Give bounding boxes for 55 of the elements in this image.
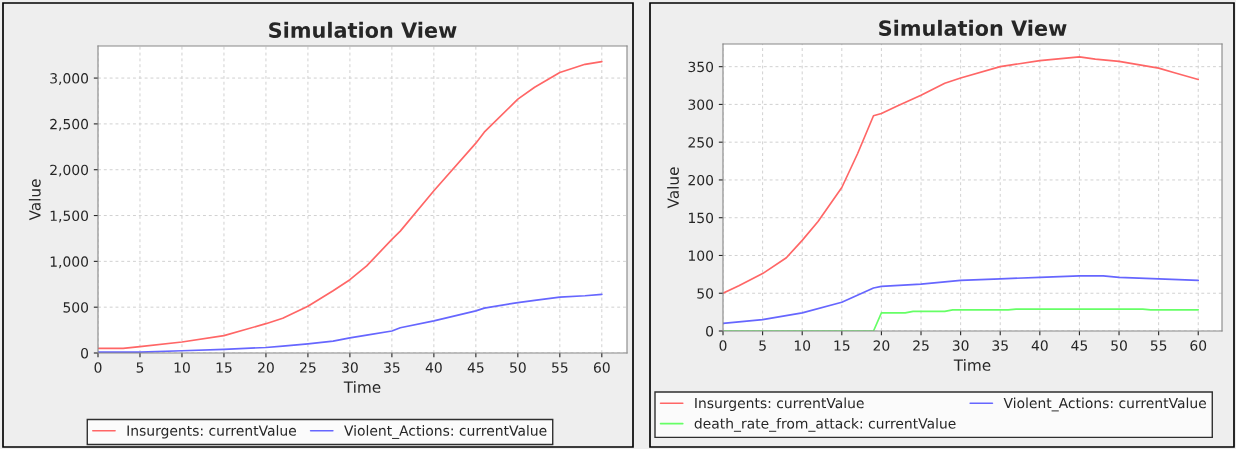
y-tick-label: 350: [688, 61, 714, 73]
x-tick-label: 25: [913, 340, 929, 351]
line-series: [723, 56, 1200, 295]
y-tick-label: 1,000: [50, 256, 89, 269]
y-tick-label: 500: [63, 302, 89, 313]
x-tick-label: 35: [384, 362, 400, 373]
y-tick-label: 2,000: [50, 164, 89, 177]
x-tick-label: 0: [94, 362, 102, 373]
line-series: [98, 60, 603, 350]
y-tick-label: 2,500: [50, 118, 89, 131]
x-tick-label: 40: [1031, 340, 1048, 351]
y-tick-label: 0: [706, 325, 714, 337]
chart-title: Simulation View: [269, 21, 457, 38]
legend-label: Violent_Actions: currentValue: [1003, 397, 1206, 412]
x-tick-label: 55: [1150, 340, 1167, 351]
y-tick-label: 200: [688, 174, 714, 186]
y-tick-label: 50: [697, 288, 714, 299]
x-tick-label: 10: [174, 362, 190, 373]
x-tick-label: 15: [834, 340, 850, 351]
x-tick-label: 60: [593, 362, 610, 373]
y-tick-label: 3,000: [50, 73, 89, 85]
legend-label: Insurgents: currentValue: [127, 425, 297, 439]
x-tick-label: 45: [467, 362, 484, 373]
x-tick-label: 30: [952, 340, 969, 351]
x-tick-label: 25: [300, 362, 316, 373]
x-tick-label: 30: [342, 362, 358, 373]
y-tick-label: 100: [688, 250, 714, 261]
x-tick-label: 50: [510, 362, 526, 373]
x-tick-label: 20: [873, 340, 890, 351]
legend-label: Insurgents: currentValue: [695, 397, 864, 411]
y-tick-label: 150: [688, 212, 714, 224]
chart-title: Simulation View: [879, 19, 1067, 36]
x-tick-label: 20: [258, 362, 274, 373]
x-tick-label: 10: [794, 340, 811, 351]
x-tick-label: 40: [425, 362, 442, 373]
line-series: [98, 293, 603, 353]
x-tick-label: 15: [216, 362, 232, 373]
x-tick-label: 35: [992, 340, 1008, 351]
y-tick-label: 1,500: [50, 210, 89, 223]
x-tick-label: 5: [136, 362, 144, 373]
x-axis-title: Time: [343, 381, 381, 393]
x-tick-label: 55: [552, 362, 568, 373]
y-tick-label: 250: [688, 137, 714, 148]
x-tick-label: 5: [759, 340, 766, 351]
y-axis-title: Value: [667, 167, 679, 209]
line-series: [723, 275, 1200, 325]
x-tick-label: 50: [1111, 340, 1127, 351]
x-tick-label: 45: [1071, 340, 1088, 351]
x-axis-title: Time: [953, 359, 991, 371]
legend-label: death_rate_from_attack: currentValue: [694, 417, 956, 432]
y-tick-label: 300: [688, 99, 714, 110]
x-tick-label: 60: [1190, 340, 1207, 351]
y-axis-title: Value: [28, 179, 41, 221]
x-tick-label: 0: [719, 340, 727, 351]
legend-label: Violent_Actions: currentValue: [344, 425, 547, 439]
